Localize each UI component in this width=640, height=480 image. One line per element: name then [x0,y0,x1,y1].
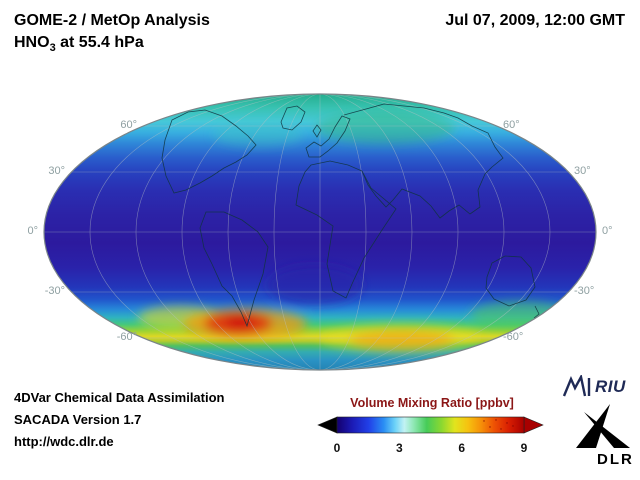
footer-version: SACADA Version 1.7 [14,412,142,427]
svg-text:9: 9 [521,441,528,455]
map-boundary [43,93,597,371]
graticule [44,94,596,370]
lat-label-60s-right: -60° [503,331,524,343]
lat-label-30n-left: 30° [48,165,65,177]
lat-label-60s-left: -60° [116,331,137,343]
colorbar-right-arrow-icon [523,416,544,434]
riu-zigzag-icon [562,375,591,397]
lat-label-60n-right: 60° [503,119,520,131]
lat-label-0-right: 0° [602,225,613,237]
svg-text:3: 3 [396,441,403,455]
plot-title: GOME-2 / MetOp Analysis HNO3 at 55.4 hPa [14,10,210,59]
plot-species-level: HNO3 at 55.4 hPa [14,34,144,55]
lat-label-30s-left: -30° [44,285,65,297]
colorbar-ticks: 0 3 6 9 [334,441,528,455]
svg-text:0: 0 [334,441,341,455]
lat-label-60n-left: 60° [120,119,137,131]
colorbar: 0 3 6 9 [317,416,544,455]
dlr-bird-icon [576,404,630,448]
riu-logo-text: RIU [595,377,626,396]
coastlines [161,103,540,328]
svg-text:6: 6 [458,441,465,455]
colorbar-speckle [483,419,514,430]
colorbar-label: Volume Mixing Ratio [ppbv] [350,396,514,410]
footer-url: http://wdc.dlr.de [14,434,114,449]
plot-title-line1: GOME-2 / MetOp Analysis [14,12,210,29]
lat-label-0-left: 0° [27,225,38,237]
colorbar-gradient-bar [336,416,525,434]
lat-label-30s-right: -30° [574,285,595,297]
footer-assimilation: 4DVar Chemical Data Assimilation [14,390,225,405]
lat-label-30n-right: 30° [574,165,591,177]
colorbar-left-arrow-icon [317,416,338,434]
riu-logo: RIU [562,375,626,399]
dlr-logo-text: DLR [597,451,634,468]
plot-timestamp: Jul 07, 2009, 12:00 GMT [445,12,625,29]
